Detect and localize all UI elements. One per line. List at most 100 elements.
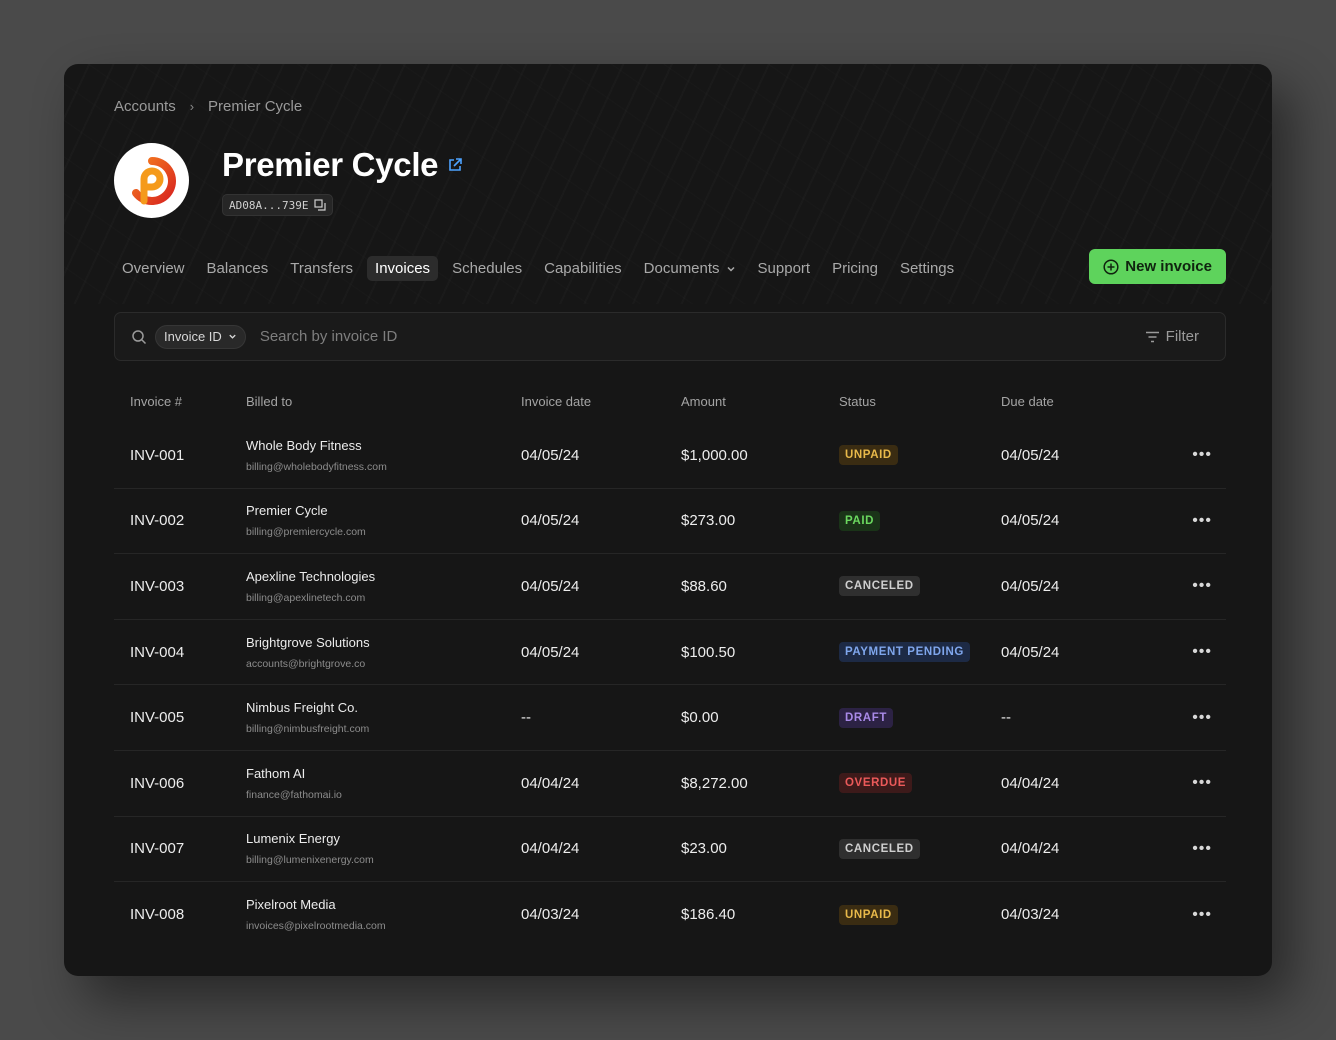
- billed-to-name: Brightgrove Solutions: [246, 634, 370, 650]
- status-cell: PAID: [839, 510, 1001, 531]
- table-row[interactable]: INV-004 Brightgrove Solutions accounts@bri…: [114, 620, 1226, 686]
- tab-pricing[interactable]: Pricing: [832, 260, 878, 277]
- table-row[interactable]: INV-003 Apexline Technologies billing@apex…: [114, 554, 1226, 620]
- billed-to-name: Whole Body Fitness: [246, 437, 362, 453]
- search-bar: Invoice ID Filter: [114, 312, 1226, 361]
- header-billed-to[interactable]: Billed to: [246, 393, 293, 409]
- tab-schedules[interactable]: Schedules: [452, 260, 523, 277]
- row-actions: •••: [1156, 905, 1226, 923]
- chevron-right-icon: ›: [189, 99, 195, 114]
- invoice-date: 04/05/24: [521, 512, 580, 530]
- row-actions: •••: [1156, 578, 1226, 594]
- status-badge: OVERDUE: [839, 773, 913, 794]
- billed-to-email: billing@premiercycle.com: [246, 526, 366, 539]
- header-amount[interactable]: Amount: [681, 393, 726, 409]
- invoice-number: INV-002: [130, 512, 185, 530]
- table-body: INV-001 Whole Body Fitness billing@wholebo…: [114, 423, 1226, 948]
- page-title: Premier Cycle: [222, 146, 439, 183]
- chevron-down-icon: [229, 334, 236, 339]
- header-invoice-number[interactable]: Invoice #: [130, 393, 183, 409]
- table-row[interactable]: INV-001 Whole Body Fitness billing@wholebo…: [114, 423, 1226, 489]
- table-row[interactable]: INV-007 Lumenix Energy billing@lumenixener…: [114, 817, 1226, 883]
- external-link-icon[interactable]: [448, 158, 463, 172]
- plus-circle-icon: [1103, 258, 1119, 275]
- new-invoice-button[interactable]: New invoice: [1089, 249, 1226, 284]
- tab-overview[interactable]: Overview: [122, 260, 185, 277]
- table-row[interactable]: INV-005 Nimbus Freight Co. billing@nimbusf…: [114, 685, 1226, 751]
- more-horizontal-icon[interactable]: •••: [1192, 643, 1212, 661]
- tab-capabilities[interactable]: Capabilities: [544, 260, 622, 277]
- breadcrumb: Accounts › Premier Cycle: [114, 98, 302, 115]
- billed-to: Pixelroot Media invoices@pixelrootmedia.c…: [246, 897, 521, 932]
- more-horizontal-icon[interactable]: •••: [1192, 511, 1212, 529]
- account-id-chip[interactable]: AD08A...739E: [222, 194, 334, 216]
- more-horizontal-icon[interactable]: •••: [1192, 774, 1212, 792]
- status-cell: UNPAID: [839, 904, 1001, 925]
- billed-to: Fathom AI finance@fathomai.io: [246, 766, 521, 801]
- invoice-number: INV-001: [130, 446, 185, 464]
- invoice-amount: $1,000.00: [681, 446, 748, 464]
- billed-to-email: billing@apexlinetech.com: [246, 591, 366, 604]
- billed-to-name: Lumenix Energy: [246, 831, 340, 847]
- billed-to-name: Premier Cycle: [246, 503, 328, 519]
- invoice-number: INV-007: [130, 840, 185, 858]
- invoice-amount: $88.60: [681, 577, 727, 595]
- header-invoice-date[interactable]: Invoice date: [521, 393, 592, 409]
- billed-to-email: billing@lumenixenergy.com: [246, 854, 374, 867]
- tab-documents[interactable]: Documents: [636, 256, 744, 281]
- due-date: 04/04/24: [1001, 774, 1060, 792]
- breadcrumb-accounts-link[interactable]: Accounts: [114, 98, 176, 115]
- table-row[interactable]: INV-006 Fathom AI finance@fathomai.io 04/04…: [114, 751, 1226, 817]
- tab-support[interactable]: Support: [757, 260, 811, 277]
- more-horizontal-icon[interactable]: •••: [1192, 446, 1212, 464]
- billed-to-email: billing@nimbusfreight.com: [246, 723, 370, 736]
- invoice-date: 04/03/24: [521, 906, 580, 924]
- table-row[interactable]: INV-002 Premier Cycle billing@premiercycle…: [114, 489, 1226, 555]
- due-date: 04/05/24: [1001, 643, 1060, 661]
- account-logo: [114, 143, 189, 218]
- status-badge: CANCELED: [839, 576, 920, 597]
- due-date: --: [1001, 709, 1011, 727]
- due-date: 04/05/24: [1001, 512, 1060, 530]
- row-actions: •••: [1156, 511, 1226, 529]
- search-field-select[interactable]: Invoice ID: [155, 324, 246, 349]
- invoice-date: 04/05/24: [521, 643, 580, 661]
- status-badge: PAYMENT PENDING: [839, 642, 970, 663]
- header-due-date[interactable]: Due date: [1001, 393, 1054, 409]
- row-actions: •••: [1156, 644, 1226, 660]
- invoice-number: INV-004: [130, 643, 185, 661]
- due-date: 04/03/24: [1001, 906, 1060, 924]
- header-status[interactable]: Status: [839, 393, 876, 409]
- more-horizontal-icon[interactable]: •••: [1192, 577, 1212, 595]
- invoice-date: 04/04/24: [521, 774, 580, 792]
- invoice-date: 04/04/24: [521, 840, 580, 858]
- table-header: Invoice # Billed to Invoice date Amount …: [114, 379, 1226, 423]
- filter-button[interactable]: Filter: [1145, 328, 1199, 345]
- invoice-date: 04/05/24: [521, 577, 580, 595]
- billed-to-email: finance@fathomai.io: [246, 788, 342, 801]
- more-horizontal-icon[interactable]: •••: [1192, 839, 1212, 857]
- more-horizontal-icon[interactable]: •••: [1192, 708, 1212, 726]
- status-badge: UNPAID: [839, 904, 898, 925]
- title-row: Premier Cycle: [222, 146, 463, 184]
- table-row[interactable]: INV-008 Pixelroot Media invoices@pixelroot…: [114, 882, 1226, 948]
- invoice-amount: $23.00: [681, 840, 727, 858]
- tab-settings[interactable]: Settings: [899, 260, 955, 277]
- more-horizontal-icon[interactable]: •••: [1192, 905, 1212, 923]
- invoice-date: 04/05/24: [521, 446, 580, 464]
- invoice-date: --: [521, 709, 531, 727]
- row-actions: •••: [1156, 775, 1226, 791]
- billed-to: Nimbus Freight Co. billing@nimbusfreight.…: [246, 700, 521, 735]
- billed-to: Apexline Technologies billing@apexlinetec…: [246, 569, 521, 604]
- status-cell: OVERDUE: [839, 773, 1001, 794]
- tab-balances[interactable]: Balances: [206, 260, 269, 277]
- status-badge: CANCELED: [839, 838, 920, 859]
- invoice-amount: $273.00: [681, 512, 736, 530]
- billed-to-name: Pixelroot Media: [246, 897, 336, 913]
- invoice-number: INV-008: [130, 906, 185, 924]
- tab-invoices[interactable]: Invoices: [367, 256, 439, 281]
- search-input[interactable]: [259, 328, 1145, 345]
- tab-transfers[interactable]: Transfers: [290, 260, 354, 277]
- search-icon: [132, 329, 147, 344]
- billed-to-name: Fathom AI: [246, 765, 306, 781]
